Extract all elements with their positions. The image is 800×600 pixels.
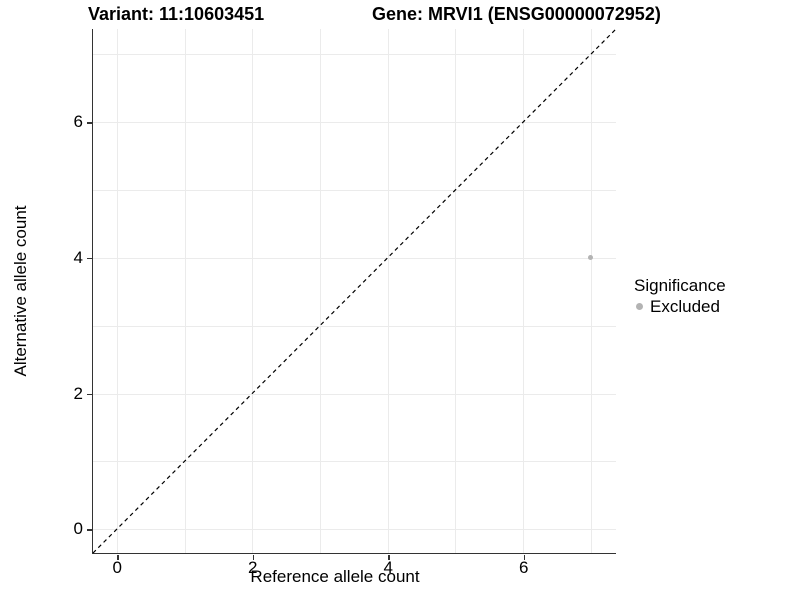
gridline-x-2 [252,29,254,553]
gridline-y-5 [93,189,616,191]
y-tick-label-4: 4 [73,247,83,267]
x-tick-2 [252,554,255,560]
legend: Significance Excluded [634,275,726,317]
gridline-y-4 [93,257,616,259]
identity-line [92,28,617,554]
x-tick-label-0: 0 [112,558,122,577]
legend-point-icon [636,303,643,310]
legend-item-label: Excluded [650,297,720,316]
gridline-x-3 [319,29,321,553]
gridline-y-6 [93,122,616,123]
y-tick-label-2: 2 [73,383,83,403]
y-tick-4 [87,257,92,260]
x-tick-label-4: 4 [383,558,393,577]
x-tick-label-2: 2 [247,558,258,577]
legend-title: Significance [634,276,726,295]
plot-panel [92,28,617,554]
gridline-y-1 [93,461,616,463]
x-axis-title: Reference allele count [250,567,420,586]
gridline-x-0 [116,29,118,553]
gene-title: Gene: MRVI1 (ENSG00000072952) [372,4,661,24]
y-axis-title: Alternative allele count [11,205,30,377]
variant-title: Variant: 11:10603451 [88,4,265,24]
y-tick-2 [87,393,92,395]
gridline-y-7 [93,54,616,56]
gridline-x-6 [523,29,525,553]
x-tick-0 [117,554,119,560]
gridline-y-3 [93,325,616,327]
y-tick-6 [87,122,92,124]
data-point-excluded [588,255,594,261]
y-tick-label-6: 6 [73,112,83,131]
gridline-x-4 [387,29,389,553]
x-tick-4 [388,554,390,560]
gridline-x-1 [184,29,186,553]
gridline-x-5 [455,29,457,553]
gridline-x-7 [590,29,592,553]
y-tick-label-0: 0 [73,519,83,539]
gridline-y-0 [93,529,616,531]
y-tick-0 [87,529,92,531]
legend-item-excluded: Excluded [634,296,726,317]
x-tick-label-6: 6 [518,558,529,577]
gridline-y-2 [93,393,616,395]
x-tick-6 [523,554,526,560]
